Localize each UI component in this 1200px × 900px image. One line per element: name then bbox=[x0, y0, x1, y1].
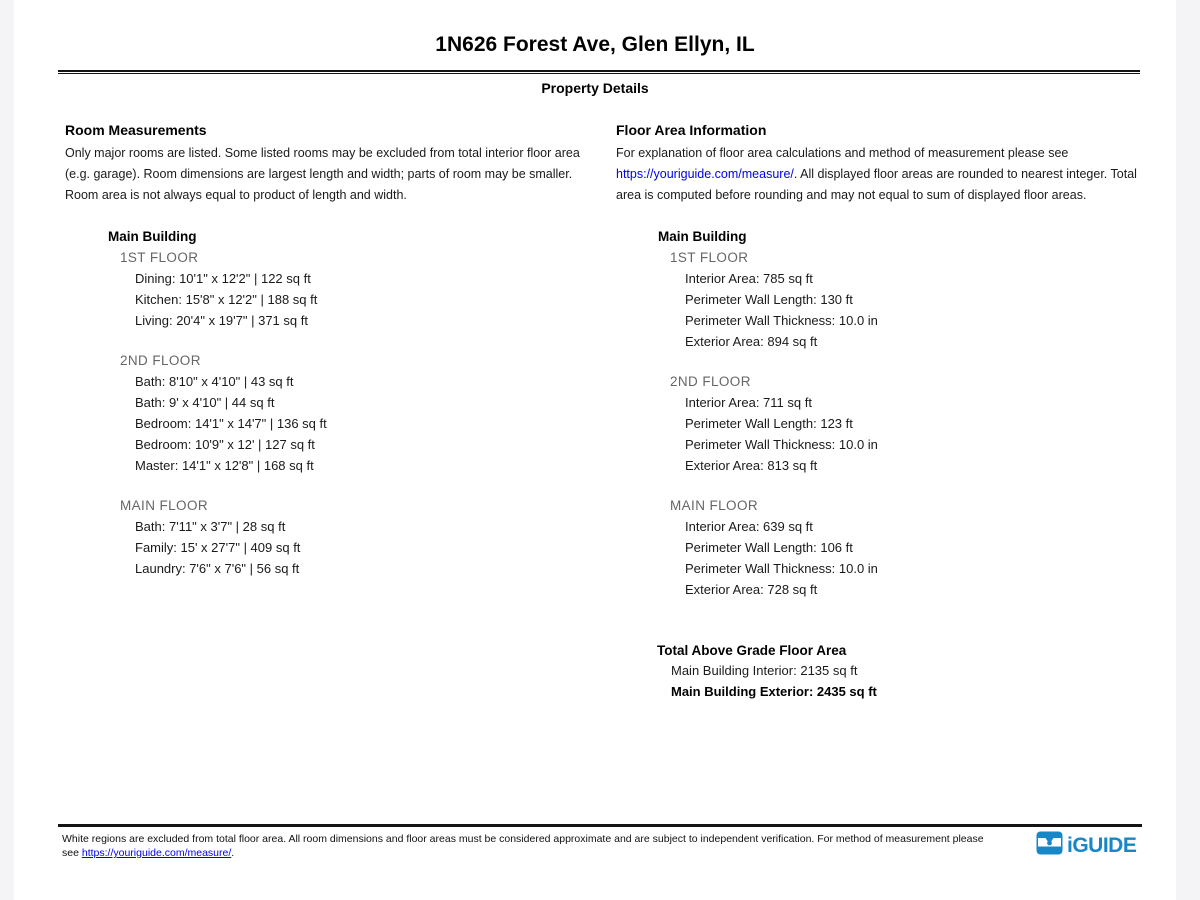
room-line: Bath: 9' x 4'10" | 44 sq ft bbox=[135, 395, 275, 410]
stat-line: Interior Area: 785 sq ft bbox=[685, 271, 813, 286]
room-line: Bedroom: 10'9" x 12' | 127 sq ft bbox=[135, 437, 315, 452]
description-text-after: . All displayed floor areas are rounded … bbox=[616, 167, 1137, 202]
total-exterior-line: Main Building Exterior: 2435 sq ft bbox=[671, 683, 877, 699]
footer-disclaimer: White regions are excluded from total fl… bbox=[62, 832, 1000, 860]
floor-label: 2ND FLOOR bbox=[120, 353, 201, 368]
floor-block-2nd: 2ND FLOOR Bath: 8'10" x 4'10" | 43 sq ft… bbox=[120, 350, 590, 476]
page-subtitle: Property Details bbox=[541, 80, 649, 96]
floor-area-description: For explanation of floor area calculatio… bbox=[616, 143, 1164, 206]
document-page: 1N626 Forest Ave, Glen Ellyn, IL Propert… bbox=[14, 0, 1176, 900]
floor-area-section: Floor Area Information For explanation o… bbox=[616, 122, 1164, 702]
stat-line: Perimeter Wall Thickness: 10.0 in bbox=[685, 313, 878, 328]
floor-area-heading: Floor Area Information bbox=[616, 122, 767, 138]
stat-line: Perimeter Wall Thickness: 10.0 in bbox=[685, 561, 878, 576]
description-text-before: For explanation of floor area calculatio… bbox=[616, 146, 1069, 160]
building-name: Main Building bbox=[658, 229, 747, 244]
room-measurements-description: Only major rooms are listed. Some listed… bbox=[65, 146, 580, 202]
stat-line: Perimeter Wall Length: 106 ft bbox=[685, 540, 853, 555]
footer-measure-link[interactable]: https://youriguide.com/measure/ bbox=[81, 847, 232, 859]
totals-heading: Total Above Grade Floor Area bbox=[657, 643, 847, 658]
footer-divider bbox=[58, 824, 1142, 827]
room-line: Bath: 7'11" x 3'7" | 28 sq ft bbox=[135, 519, 286, 534]
room-line: Bedroom: 14'1" x 14'7" | 136 sq ft bbox=[135, 416, 327, 431]
stat-line: Perimeter Wall Length: 123 ft bbox=[685, 416, 853, 431]
stat-line: Perimeter Wall Length: 130 ft bbox=[685, 292, 853, 307]
building-name: Main Building bbox=[108, 229, 197, 244]
iguide-logo: iGUIDE bbox=[1036, 831, 1137, 860]
floor-block-1st: 1ST FLOOR Dining: 10'1" x 12'2" | 122 sq… bbox=[120, 247, 590, 331]
stat-line: Exterior Area: 894 sq ft bbox=[685, 334, 818, 349]
room-line: Bath: 8'10" x 4'10" | 43 sq ft bbox=[135, 374, 294, 389]
measure-link[interactable]: https://youriguide.com/measure/ bbox=[616, 167, 794, 181]
floor-stats-1st: 1ST FLOOR Interior Area: 785 sq ft Perim… bbox=[670, 247, 1164, 352]
iguide-logo-text: iGUIDE bbox=[1067, 833, 1137, 857]
room-line: Family: 15' x 27'7" | 409 sq ft bbox=[135, 540, 301, 555]
room-line: Living: 20'4" x 19'7" | 371 sq ft bbox=[135, 313, 308, 328]
floor-label: MAIN FLOOR bbox=[670, 498, 759, 513]
iguide-logo-icon bbox=[1036, 831, 1063, 860]
page-title: 1N626 Forest Ave, Glen Ellyn, IL bbox=[435, 33, 755, 56]
floor-label: 1ST FLOOR bbox=[670, 250, 749, 265]
floor-label: 1ST FLOOR bbox=[120, 250, 199, 265]
floor-stats-2nd: 2ND FLOOR Interior Area: 711 sq ft Perim… bbox=[670, 371, 1164, 476]
stat-line: Perimeter Wall Thickness: 10.0 in bbox=[685, 437, 878, 452]
floor-label: 2ND FLOOR bbox=[670, 374, 751, 389]
room-measurements-section: Room Measurements Only major rooms are l… bbox=[65, 122, 590, 579]
stat-line: Interior Area: 711 sq ft bbox=[685, 395, 812, 410]
floor-label: MAIN FLOOR bbox=[120, 498, 209, 513]
floor-stats-main: MAIN FLOOR Interior Area: 639 sq ft Peri… bbox=[670, 495, 1164, 600]
room-measurements-heading: Room Measurements bbox=[65, 122, 207, 138]
room-line: Kitchen: 15'8" x 12'2" | 188 sq ft bbox=[135, 292, 318, 307]
title-divider bbox=[58, 70, 1140, 74]
floor-block-main: MAIN FLOOR Bath: 7'11" x 3'7" | 28 sq ft… bbox=[120, 495, 590, 579]
stat-line: Exterior Area: 813 sq ft bbox=[685, 458, 818, 473]
stat-line: Interior Area: 639 sq ft bbox=[685, 519, 813, 534]
room-line: Dining: 10'1" x 12'2" | 122 sq ft bbox=[135, 271, 311, 286]
disclaimer-text-after: . bbox=[231, 847, 235, 859]
totals-block: Total Above Grade Floor Area Main Buildi… bbox=[657, 640, 1164, 702]
room-line: Master: 14'1" x 12'8" | 168 sq ft bbox=[135, 458, 314, 473]
total-interior-line: Main Building Interior: 2135 sq ft bbox=[671, 663, 858, 678]
room-line: Laundry: 7'6" x 7'6" | 56 sq ft bbox=[135, 561, 300, 576]
stat-line: Exterior Area: 728 sq ft bbox=[685, 582, 818, 597]
disclaimer-text-before: White regions are excluded from total fl… bbox=[62, 833, 984, 859]
